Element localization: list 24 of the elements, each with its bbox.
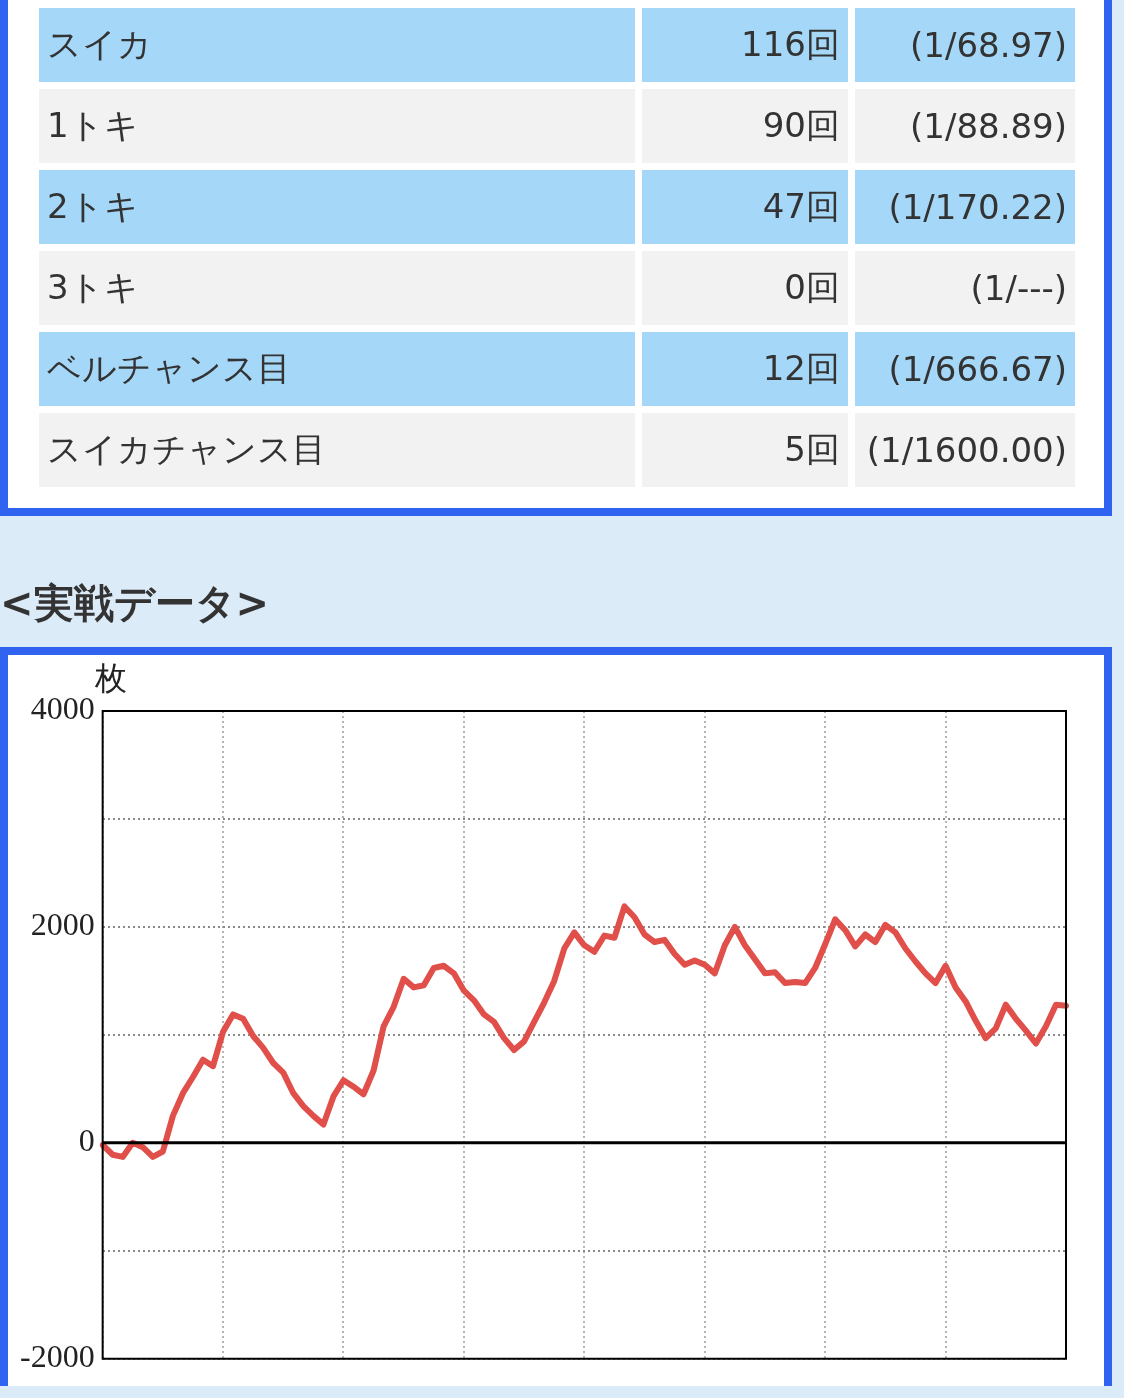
text: (1/170.22): [855, 170, 1075, 244]
text: 116回: [642, 8, 848, 82]
text: (1/88.89): [855, 89, 1075, 163]
text: 2トキ: [39, 170, 635, 244]
y-tick-label: 4000: [30, 690, 95, 727]
text: 90回: [642, 89, 848, 163]
text: スイカ: [39, 8, 635, 82]
text: (1/---): [855, 251, 1075, 325]
y-tick-label: 2000: [30, 906, 95, 943]
text: (1/1600.00): [855, 413, 1075, 487]
text: 0回: [642, 251, 848, 325]
y-axis-title: 枚: [93, 659, 127, 698]
text: 5回: [642, 413, 848, 487]
y-tick-label: -2000: [20, 1338, 95, 1375]
y-tick-label: 0: [78, 1122, 95, 1159]
text: ベルチャンス目: [39, 332, 635, 406]
text: 47回: [642, 170, 848, 244]
text: スイカチャンス目: [39, 413, 635, 487]
text: 12回: [642, 332, 848, 406]
chart-title: <実戦データ>: [0, 579, 271, 628]
text: 3トキ: [39, 251, 635, 325]
text: (1/68.97): [855, 8, 1075, 82]
text: (1/666.67): [855, 332, 1075, 406]
text: 1トキ: [39, 89, 635, 163]
